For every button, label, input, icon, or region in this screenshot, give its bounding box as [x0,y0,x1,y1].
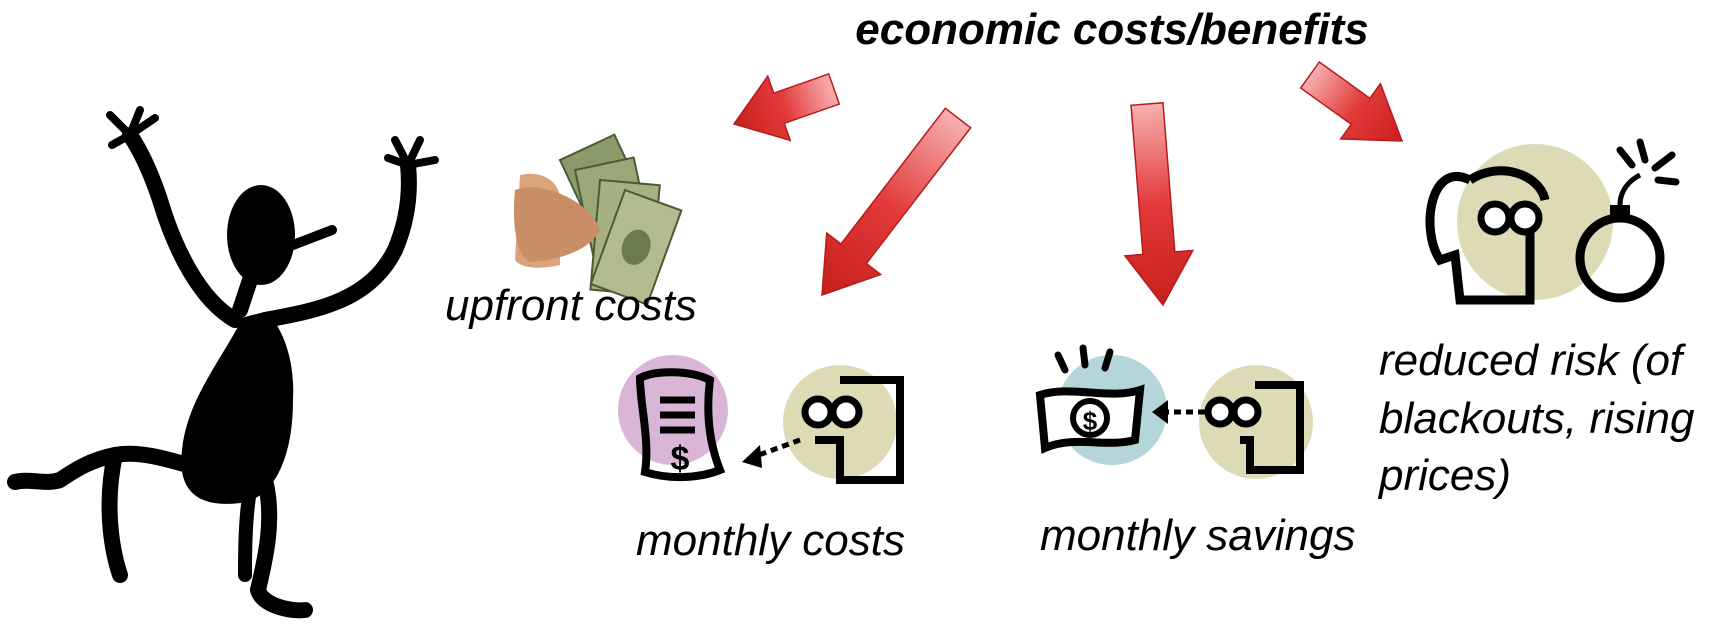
arrow-shape [1290,47,1422,168]
arrow-shape [723,57,845,156]
arrow-shape [1113,101,1197,307]
diagram: $ $ economic costs/benefits upf [0,0,1735,631]
arrow-shape [795,97,985,315]
node-label: monthly costs [636,516,905,565]
person-icon [1152,365,1313,479]
node-label: upfront costs [445,281,697,330]
node-label: blackouts, rising [1379,394,1695,443]
bill-icon: $ [618,355,728,478]
arrow [1290,47,1422,168]
node-label: prices) [1377,451,1511,500]
person-icon [742,365,900,480]
risk-icon [1430,142,1676,300]
dollar-sign: $ [671,440,690,478]
arrow [1113,101,1197,307]
page: $ $ economic costs/benefits upf [0,0,1735,631]
cash-icon [514,135,681,305]
node-label: monthly savings [1040,511,1355,560]
node-label: reduced risk (of [1379,336,1687,385]
diagram-title: economic costs/benefits [855,5,1368,54]
arrow [795,97,985,315]
dancing-figure [15,110,435,610]
arrow [723,57,845,156]
dollar-sign: $ [1083,406,1098,436]
cash-bill-icon: $ [1040,348,1167,465]
